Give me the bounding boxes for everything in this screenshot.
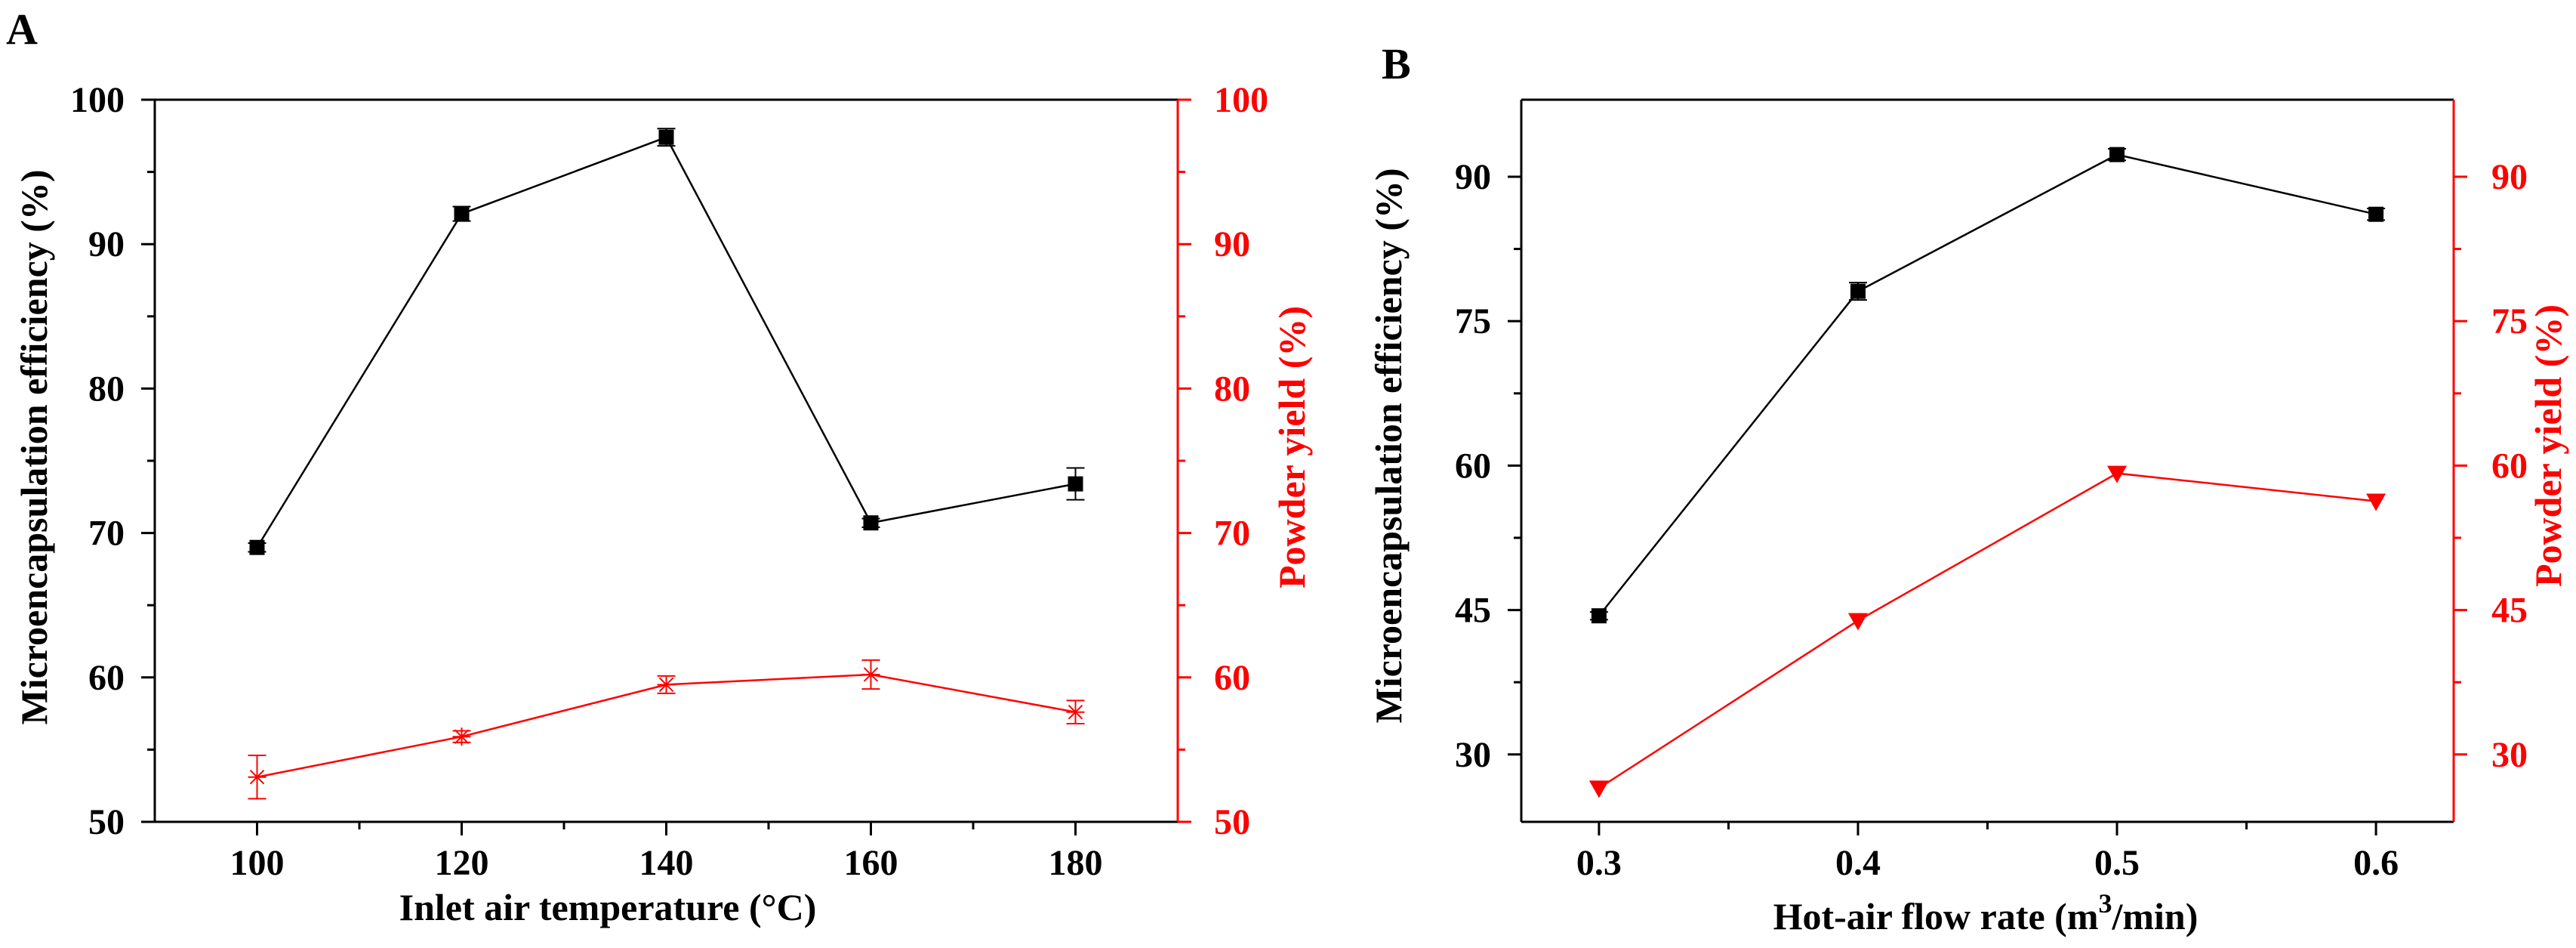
panel-b-series-yield-point [2366,493,2386,511]
panel-b-plot-area: 0.3 0.4 0.5 0.6 30 45 60 75 90 30 45 60 75 90 [1455,98,2528,883]
panel-a-x-tick-label: 100 [230,843,285,883]
panel-b-left-tick-label: 75 [1455,301,1491,341]
panel-b-right-axis-title: Powder yield (%) [2527,304,2569,587]
panel-b-left-tick-label: 30 [1455,735,1491,775]
panel-a-series-efficiency-point [249,539,265,555]
panel-a-series-yield-point [1066,703,1085,721]
panel-b-x-axis-title: Hot-air flow rate (m3/min) [1773,888,2199,937]
panel-a-series-yield-point [248,767,267,786]
panel-b-series-yield-point [1588,780,1609,798]
panel-b-series-efficiency-point [2368,206,2384,222]
panel-a-series-efficiency-point [454,206,470,222]
panel-a-right-tick-label: 60 [1214,658,1250,698]
panel-a-x-tick-label: 180 [1049,843,1103,883]
panel-a-series-yield-point-stroke [249,770,265,785]
panel-a-right-tick-label: 50 [1214,802,1250,842]
panel-a-left-tick-label: 80 [88,369,125,409]
panel-b-x-tick-label: 0.3 [1576,843,1622,883]
panel-a-left-tick-label: 50 [88,802,125,842]
panel-b-x-axis-title-suffix: /min) [2111,895,2198,937]
panel-b-left-tick-label: 60 [1455,446,1491,486]
panel-a-plot-area: 100 120 140 160 180 50 60 70 80 90 100 50 60 70 80 90 10… [70,80,1268,883]
panel-b-right-tick-label: 30 [2491,735,2528,775]
panel-b-x-tick-label: 0.6 [2353,843,2399,883]
panel-b-series-yield-point [2107,465,2128,483]
panel-b-series-efficiency-point [1850,283,1866,299]
panel-b-right-tick-label: 60 [2491,446,2528,486]
panel-b-right-tick-label: 45 [2491,591,2528,631]
panel-b-series-yield-point [1847,613,1868,631]
panel-b-left-tick-label: 90 [1455,157,1491,197]
panel-b-x-tick-label: 0.5 [2094,843,2140,883]
panel-a-x-tick-label: 140 [639,843,694,883]
panel-b-left-axis-title: Microencapsulation efficiency (%) [1367,168,1410,723]
panel-b-chart: B 0.3 0.4 0.5 0.6 30 45 60 75 90 30 45 60 75 90 Hot-a… [1367,39,2569,937]
panel-b-letter: B [1382,39,1411,88]
panel-a-series-yield-point [452,727,471,746]
panel-a-series-efficiency-point [863,515,879,531]
panel-b-x-axis-title-prefix: Hot-air flow rate (m [1773,895,2099,937]
panel-b-x-tick-label: 0.4 [1835,843,1881,883]
panel-b-series-efficiency-line [1598,153,2377,617]
panel-a-series-efficiency-point [1068,476,1083,492]
panel-b-series-yield-line [1598,472,2377,789]
panel-a-series-yield-point-stroke [863,667,879,682]
panel-a-left-tick-label: 70 [88,514,125,554]
panel-b-series-efficiency-point [2109,147,2125,162]
panel-a-x-axis-title: Inlet air temperature (°C) [399,886,817,928]
panel-a-letter: A [6,5,38,54]
panel-a-chart: A 100 120 140 160 180 50 60 70 80 90 100 50 60 70 80 90… [6,5,1313,928]
panel-b-series-efficiency-point [1591,608,1607,624]
panel-b-right-tick-label: 90 [2491,157,2528,197]
panel-a-right-tick-label: 70 [1214,514,1250,554]
panel-a-series-yield-point-stroke [454,729,470,744]
panel-a-left-tick-label: 90 [88,224,125,264]
panel-a-left-tick-label: 100 [70,80,125,120]
panel-a-x-tick-label: 160 [844,843,898,883]
panel-a-right-tick-label: 90 [1214,224,1250,264]
panel-b-right-tick-label: 75 [2491,301,2528,341]
panel-a-left-tick-label: 60 [88,658,125,698]
panel-a-series-efficiency-line [256,136,1076,548]
panel-a-right-tick-label: 80 [1214,369,1250,409]
panel-b-x-axis-title-superscript: 3 [2098,888,2112,919]
panel-a-series-yield-point-stroke [1068,704,1083,720]
panel-a-series-yield-point [861,665,880,684]
panel-a-right-axis-title: Powder yield (%) [1271,306,1313,588]
panel-a-left-axis-title: Microencapsulation efficiency (%) [13,169,55,724]
panel-a-right-tick-label: 100 [1214,80,1268,120]
panel-a-series-yield-point-stroke [658,677,674,693]
panel-a-x-tick-label: 120 [435,843,489,883]
panel-b-left-tick-label: 45 [1455,591,1491,631]
panel-a-series-efficiency-point [658,129,674,145]
panel-a-series-yield-point [657,675,676,694]
